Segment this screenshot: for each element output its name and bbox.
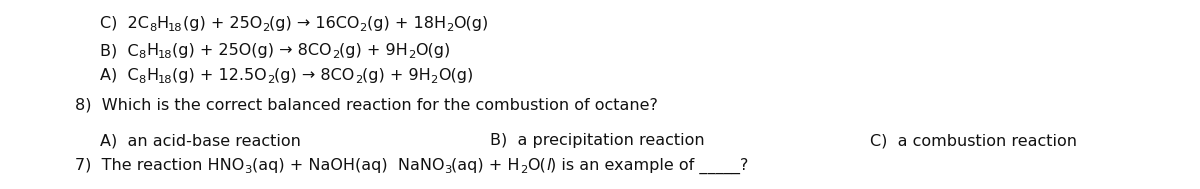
Text: 18: 18 [168, 23, 182, 33]
Text: ) is an example of _____?: ) is an example of _____? [551, 158, 749, 174]
Text: 2: 2 [262, 23, 269, 33]
Text: H: H [146, 43, 158, 58]
Text: 2: 2 [520, 165, 527, 175]
Text: 2: 2 [332, 50, 340, 60]
Text: (aq) + H: (aq) + H [451, 158, 520, 173]
Text: 8: 8 [139, 75, 146, 85]
Text: B)  C: B) C [100, 43, 139, 58]
Text: (g) + 25O(g) → 8CO: (g) + 25O(g) → 8CO [173, 43, 332, 58]
Text: C)  2C: C) 2C [100, 16, 149, 31]
Text: (aq) + NaOH(aq)  NaNO: (aq) + NaOH(aq) NaNO [252, 158, 444, 173]
Text: C)  a combustion reaction: C) a combustion reaction [870, 133, 1078, 148]
Text: H: H [156, 16, 168, 31]
Text: (g) + 18H: (g) + 18H [367, 16, 446, 31]
Text: H: H [146, 68, 158, 83]
Text: 8)  Which is the correct balanced reaction for the combustion of octane?: 8) Which is the correct balanced reactio… [74, 98, 658, 113]
Text: 2: 2 [408, 50, 415, 60]
Text: O(g): O(g) [454, 16, 488, 31]
Text: B)  a precipitation reaction: B) a precipitation reaction [490, 133, 704, 148]
Text: 3: 3 [245, 165, 252, 175]
Text: 7)  The reaction HNO: 7) The reaction HNO [74, 158, 245, 173]
Text: O(: O( [527, 158, 546, 173]
Text: 18: 18 [158, 50, 173, 60]
Text: (g) + 9H: (g) + 9H [340, 43, 408, 58]
Text: 3: 3 [444, 165, 451, 175]
Text: 2: 2 [431, 75, 438, 85]
Text: A)  C: A) C [100, 68, 139, 83]
Text: (g) + 25O: (g) + 25O [182, 16, 262, 31]
Text: (g) → 8CO: (g) → 8CO [275, 68, 355, 83]
Text: A)  an acid-base reaction: A) an acid-base reaction [100, 133, 301, 148]
Text: O(g): O(g) [415, 43, 450, 58]
Text: 8: 8 [139, 50, 146, 60]
Text: 2: 2 [355, 75, 362, 85]
Text: 8: 8 [149, 23, 156, 33]
Text: (g) → 16CO: (g) → 16CO [269, 16, 360, 31]
Text: (g) + 9H: (g) + 9H [362, 68, 431, 83]
Text: 2: 2 [268, 75, 275, 85]
Text: 2: 2 [446, 23, 454, 33]
Text: l: l [546, 158, 551, 173]
Text: O(g): O(g) [438, 68, 473, 83]
Text: (g) + 12.5O: (g) + 12.5O [173, 68, 268, 83]
Text: 2: 2 [360, 23, 367, 33]
Text: 18: 18 [158, 75, 173, 85]
